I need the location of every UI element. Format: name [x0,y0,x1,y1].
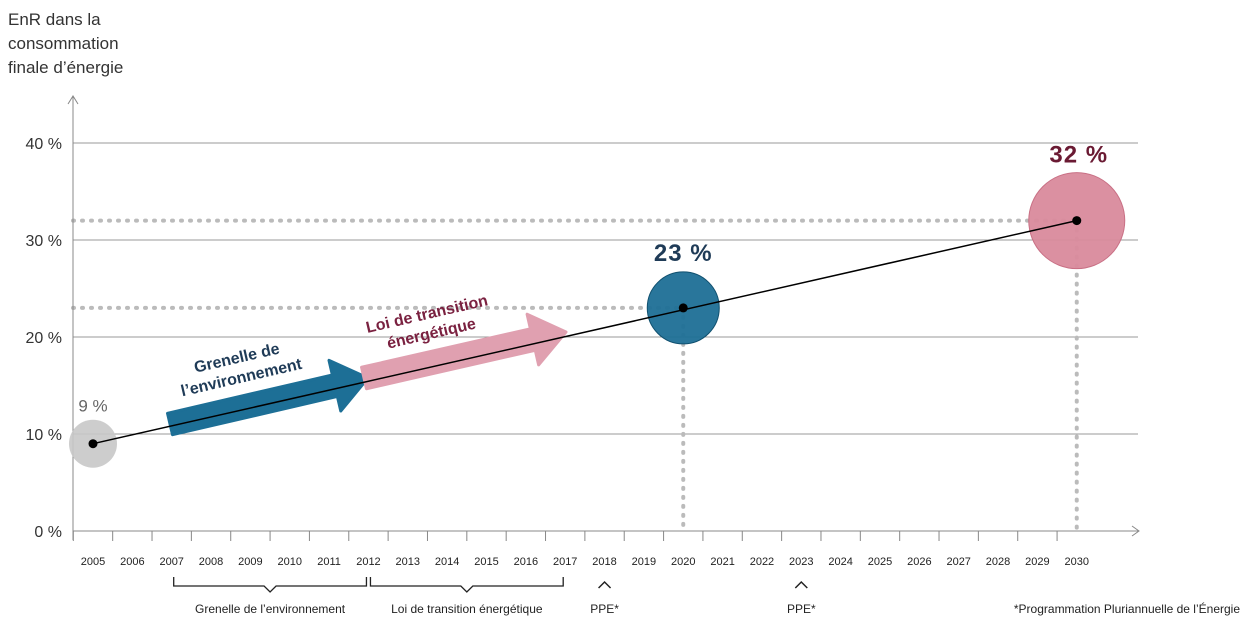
x-tick-label: 2015 [474,556,498,568]
y-tick-label: 30 % [26,233,62,250]
y-axis-title: EnR dans la consommation finale d’énergi… [8,8,158,80]
x-tick-label: 2017 [553,556,577,568]
x-tick-label: 2023 [789,556,813,568]
ppe-caret [794,580,808,589]
x-tick-label: 2016 [514,556,538,568]
trend-line [92,219,1077,445]
x-tick-label: 2006 [120,556,144,568]
x-tick-label: 2012 [356,556,380,568]
period-brace [173,577,368,593]
ppe-label: PPE* [590,602,619,616]
x-tick-label: 2014 [435,556,459,568]
x-tick-label: 2008 [199,556,223,568]
trend-line [88,216,1082,449]
x-axis-arrowhead [1131,525,1140,537]
x-tick-label: 2010 [278,556,302,568]
y-tick-label: 20 % [26,330,62,347]
grid [73,142,1138,435]
y-axis-arrowhead [67,95,79,105]
data-label: 32 % [1049,142,1108,169]
footnote: *Programmation Pluriannuelle de l’Énergi… [1014,601,1240,616]
x-tick-label: 2029 [1025,556,1049,568]
data-point [1072,216,1082,226]
x-tick-label: 2020 [671,556,695,568]
x-tick-label: 2025 [868,556,892,568]
y-axis-title-line: EnR dans la [8,10,101,29]
x-tick-label: 2007 [159,556,183,568]
x-tick-label: 2026 [907,556,931,568]
period-label: Grenelle de l’environnement [195,602,346,616]
y-tick-label: 0 % [34,524,62,541]
x-tick-label: 2022 [750,556,774,568]
x-tick-label: 2011 [317,556,341,568]
x-tick-label: 2005 [81,556,105,568]
x-tick-label: 2019 [632,556,656,568]
axes: 0 % 10 % 20 % 30 % 40 % 2005 2006 2007 2008 2009 2… [26,95,1140,568]
x-tick-label: 2024 [828,556,852,568]
x-tick-label: 2009 [238,556,262,568]
ppe-label: PPE* [787,602,816,616]
x-tick-label: 2018 [592,556,616,568]
ppe-caret [598,580,612,589]
period-brace [369,577,564,593]
x-tick-label: 2013 [396,556,420,568]
data-point [88,439,98,449]
x-tick-label: 2028 [986,556,1010,568]
transition-law-arrow [360,312,568,391]
x-tick-label: 2030 [1065,556,1089,568]
data-label: 23 % [654,240,713,267]
guide-lines [71,218,1079,533]
period-label: Loi de transition énergétique [391,602,543,616]
y-tick-label: 40 % [26,136,62,153]
x-tick-label: 2021 [710,556,734,568]
y-axis-title-line: finale d’énergie [8,58,124,77]
x-tick-label: 2027 [946,556,970,568]
y-tick-label: 10 % [26,427,62,444]
y-axis-title-line: consommation [8,34,119,53]
data-label: 9 % [78,397,107,416]
data-point [678,303,688,313]
